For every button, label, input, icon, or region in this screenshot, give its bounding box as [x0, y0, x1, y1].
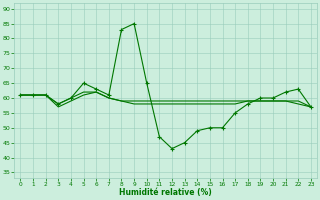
X-axis label: Humidité relative (%): Humidité relative (%): [119, 188, 212, 197]
